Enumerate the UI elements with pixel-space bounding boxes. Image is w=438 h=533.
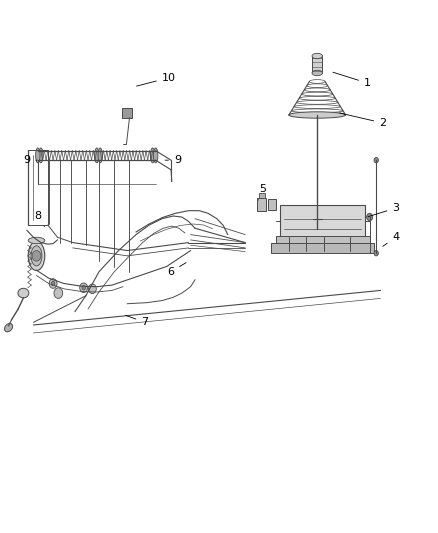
Text: 5: 5 bbox=[258, 184, 266, 200]
Ellipse shape bbox=[98, 148, 102, 163]
Circle shape bbox=[80, 283, 88, 293]
Circle shape bbox=[88, 284, 96, 294]
Circle shape bbox=[54, 288, 63, 298]
Text: 9: 9 bbox=[23, 155, 37, 165]
Ellipse shape bbox=[39, 148, 43, 163]
Circle shape bbox=[49, 279, 57, 288]
Ellipse shape bbox=[312, 70, 322, 76]
Text: 4: 4 bbox=[383, 232, 399, 246]
Ellipse shape bbox=[289, 112, 346, 118]
Bar bbox=[312, 56, 322, 73]
Bar bbox=[272, 243, 374, 253]
Circle shape bbox=[82, 286, 85, 290]
Bar bbox=[276, 236, 370, 244]
Ellipse shape bbox=[18, 288, 29, 298]
Circle shape bbox=[367, 213, 373, 221]
Text: 9: 9 bbox=[165, 155, 181, 165]
Text: 8: 8 bbox=[34, 211, 44, 227]
Ellipse shape bbox=[95, 148, 99, 163]
Text: 10: 10 bbox=[137, 73, 176, 86]
Circle shape bbox=[51, 281, 55, 286]
Text: 7: 7 bbox=[126, 316, 148, 327]
Ellipse shape bbox=[28, 241, 45, 270]
Ellipse shape bbox=[28, 237, 45, 244]
Text: 2: 2 bbox=[339, 113, 386, 128]
Text: 1: 1 bbox=[333, 72, 371, 88]
Ellipse shape bbox=[150, 148, 155, 163]
Bar bbox=[259, 192, 265, 198]
Circle shape bbox=[32, 251, 41, 261]
Ellipse shape bbox=[31, 246, 42, 266]
Ellipse shape bbox=[4, 324, 13, 332]
Bar bbox=[258, 198, 266, 211]
Circle shape bbox=[374, 251, 378, 256]
Text: 3: 3 bbox=[368, 203, 399, 217]
Ellipse shape bbox=[153, 148, 158, 163]
Bar bbox=[280, 205, 365, 237]
Ellipse shape bbox=[35, 148, 40, 163]
Bar bbox=[122, 108, 132, 118]
Circle shape bbox=[374, 158, 378, 163]
Text: 6: 6 bbox=[167, 263, 186, 277]
Bar bbox=[268, 199, 276, 209]
Ellipse shape bbox=[312, 53, 322, 59]
